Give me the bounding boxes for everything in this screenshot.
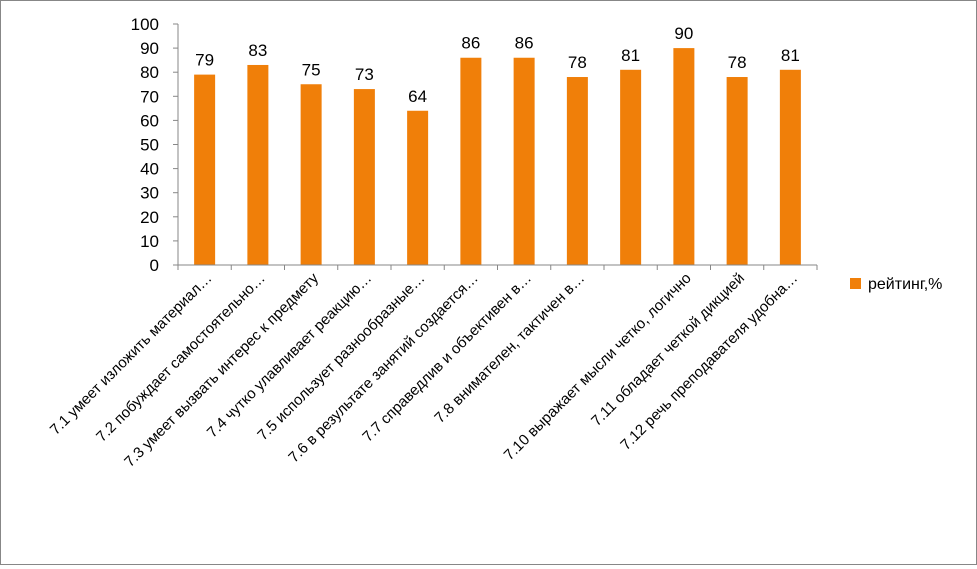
x-tick-label: 7.3 умеет вызвать интерес к предмету <box>121 269 322 470</box>
data-label: 64 <box>408 87 427 106</box>
data-label: 83 <box>248 41 267 60</box>
x-axis <box>177 264 818 270</box>
y-tick-label: 50 <box>140 136 159 155</box>
bar <box>460 57 482 265</box>
bar <box>779 69 801 265</box>
bar <box>194 74 216 265</box>
bar <box>620 69 642 265</box>
y-tick-label: 10 <box>140 232 159 251</box>
y-tick-label: 80 <box>140 63 159 82</box>
data-label: 81 <box>781 46 800 65</box>
bar <box>353 89 375 265</box>
bar <box>300 84 322 265</box>
y-tick-label: 90 <box>140 39 159 58</box>
y-tick-label: 60 <box>140 111 159 130</box>
data-label: 73 <box>355 65 374 84</box>
data-label: 81 <box>621 46 640 65</box>
data-label: 79 <box>195 51 214 70</box>
x-tick-label: 7.10 выражает мысли четко, логично <box>501 270 695 464</box>
y-tick-label: 70 <box>140 87 159 106</box>
y-tick-label: 40 <box>140 160 159 179</box>
data-label: 78 <box>568 53 587 72</box>
bar <box>726 77 748 266</box>
data-labels: 79 83 75 73 64 86 86 78 81 90 78 81 <box>195 24 800 106</box>
y-axis <box>173 23 179 266</box>
bar <box>247 64 269 265</box>
bar <box>673 48 695 265</box>
x-tick-label: 7.6 в результате занятий создается… <box>285 270 481 466</box>
y-tick-label: 0 <box>150 256 159 275</box>
y-tick-label: 30 <box>140 184 159 203</box>
data-label: 90 <box>674 24 693 43</box>
bar <box>566 77 588 266</box>
data-label: 75 <box>302 60 321 79</box>
y-tick-label: 100 <box>131 15 159 34</box>
bar <box>513 57 535 265</box>
x-axis-labels: 7.1 умеет изложить материал…7.2 побуждае… <box>47 269 801 470</box>
legend: рейтинг,% <box>850 276 942 293</box>
data-label: 86 <box>461 34 480 53</box>
bars <box>194 48 801 266</box>
y-axis-ticks: 0 10 20 30 40 50 60 70 80 90 100 <box>131 15 159 275</box>
legend-label: рейтинг,% <box>868 276 942 293</box>
bar <box>407 110 429 265</box>
data-label: 78 <box>728 53 747 72</box>
y-tick-label: 20 <box>140 208 159 227</box>
legend-swatch <box>850 278 861 289</box>
data-label: 86 <box>515 34 534 53</box>
